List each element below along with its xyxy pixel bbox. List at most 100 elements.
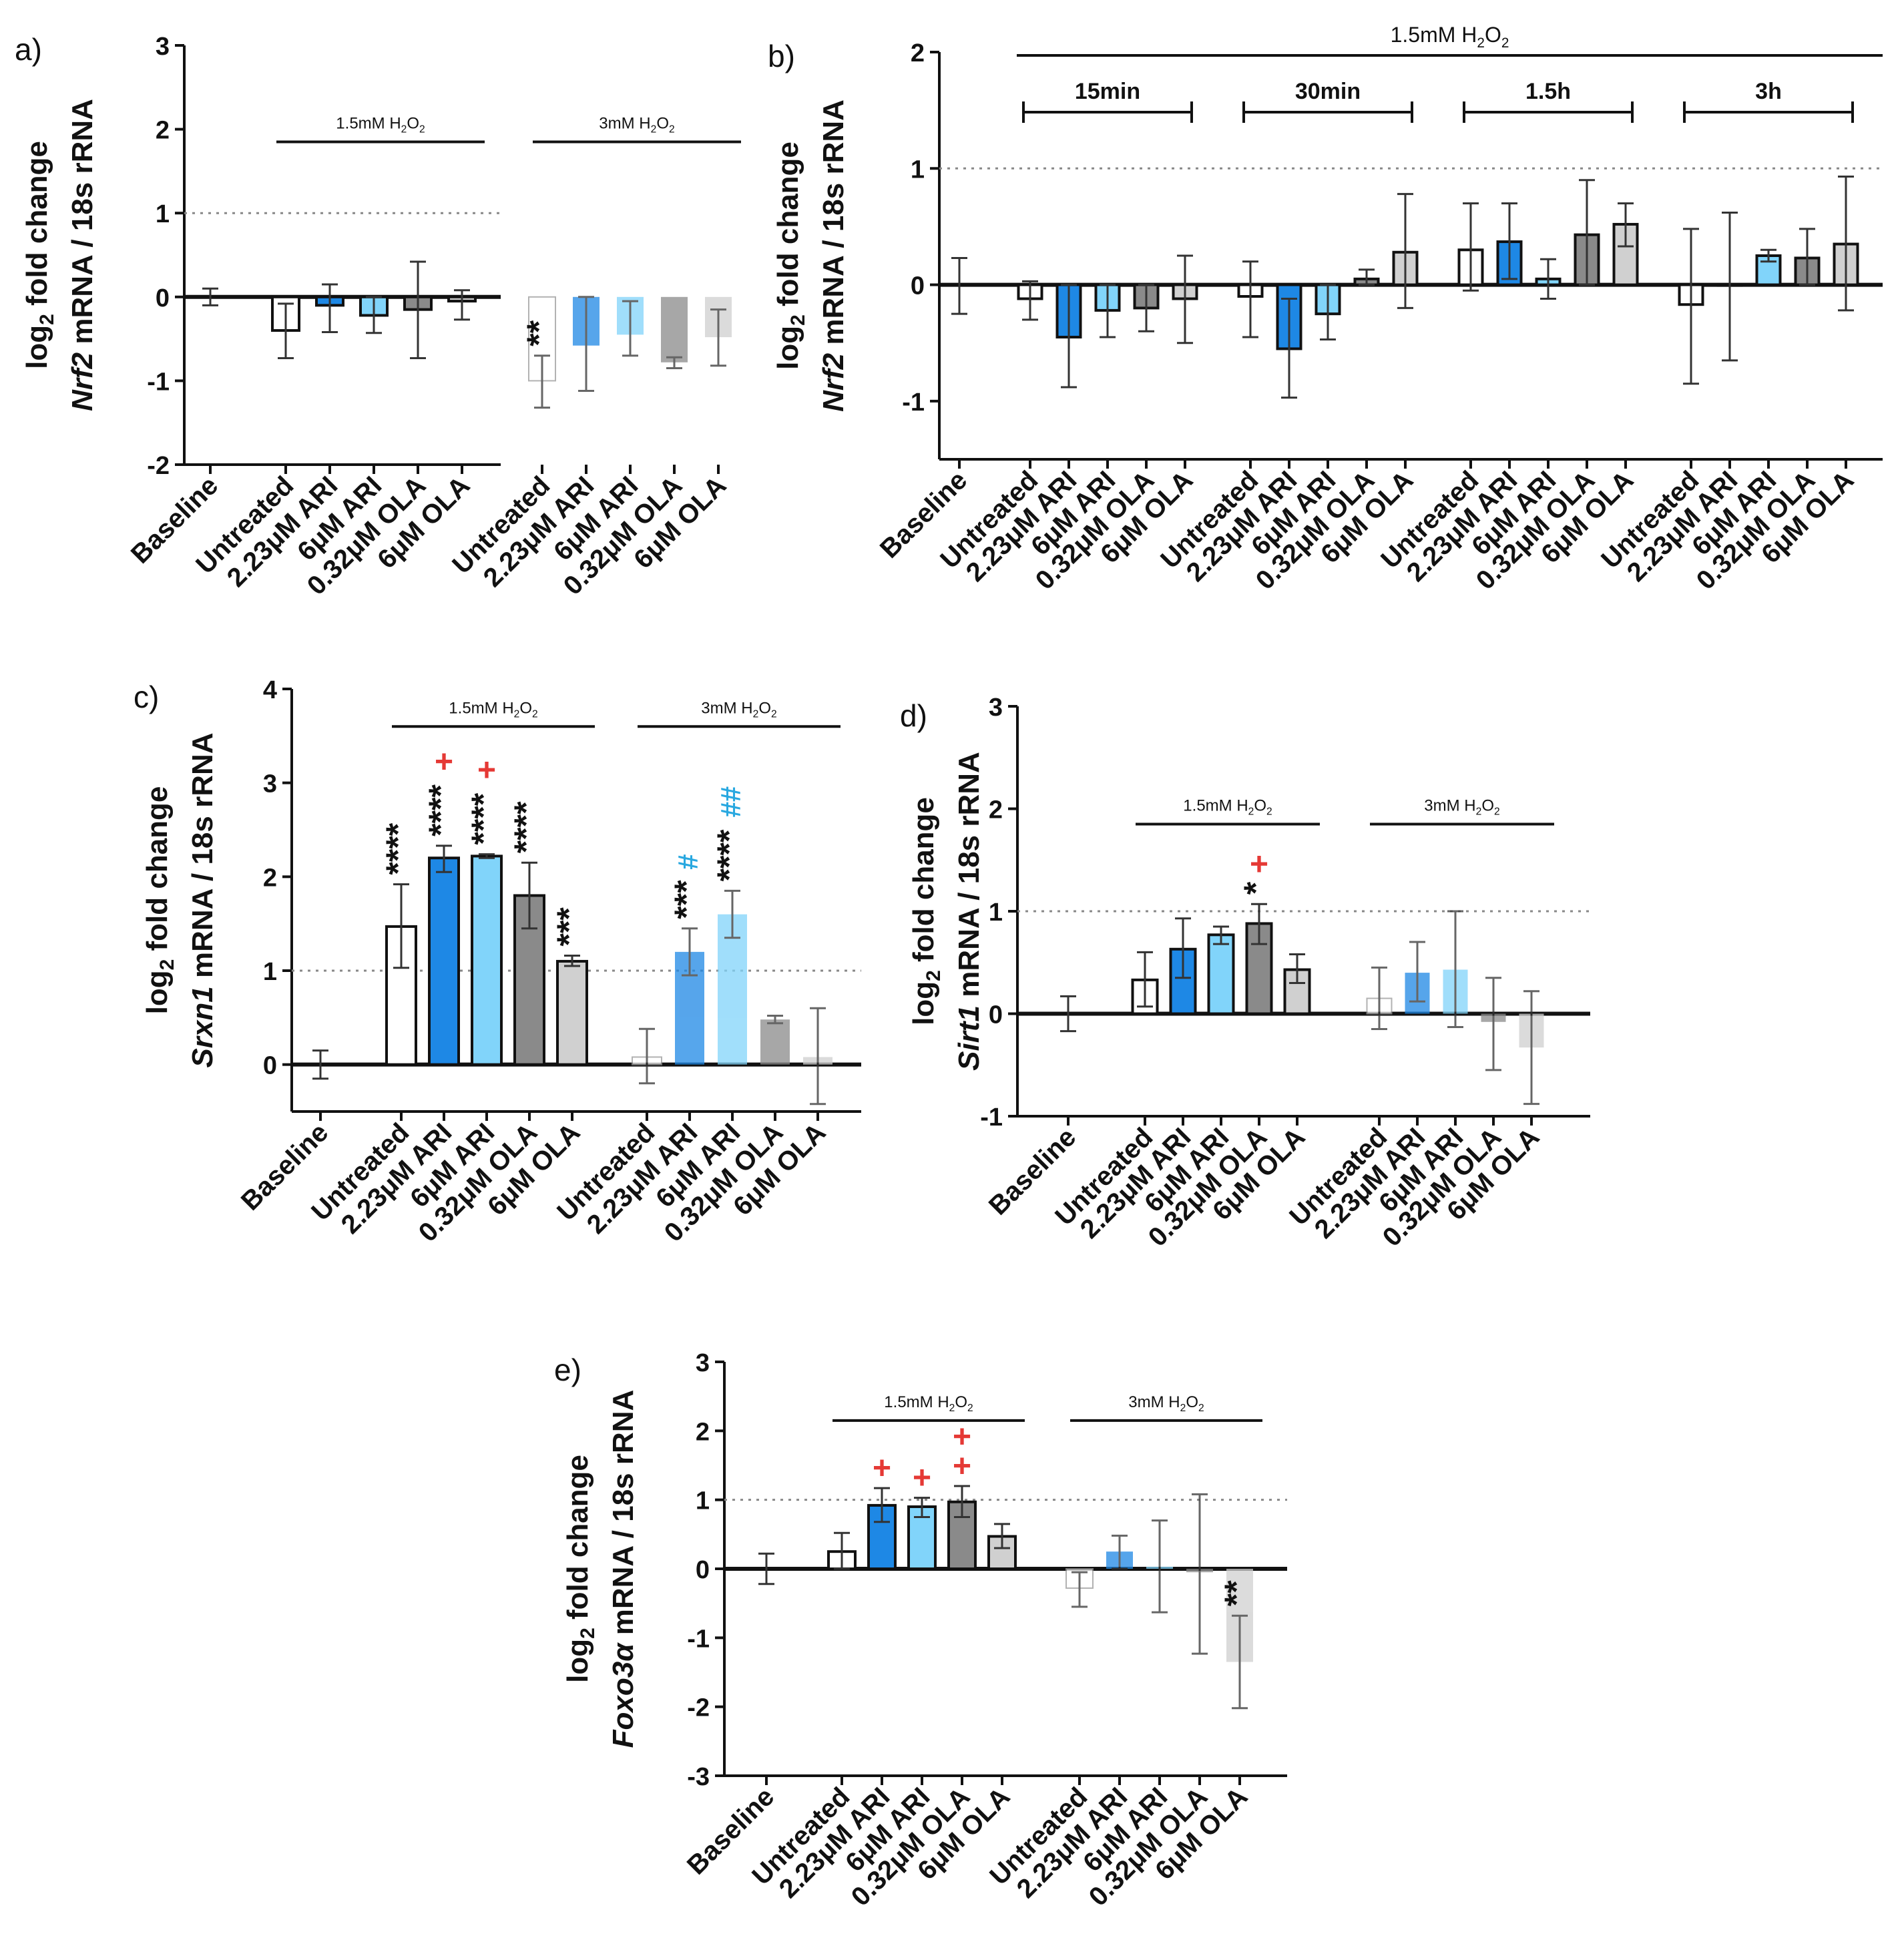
bar-10	[705, 296, 732, 367]
y-tick-label: 2	[156, 117, 170, 145]
group-label: 3h	[1755, 79, 1782, 104]
y-axis-label-bottom: Srxn1 mRNA / 18s rRNA	[186, 732, 219, 1067]
bar-1	[1131, 951, 1159, 1015]
bar-2	[867, 1487, 897, 1571]
bar-6	[1366, 966, 1393, 1031]
y-tick-label: 2	[911, 39, 925, 67]
bar-8	[718, 889, 747, 1065]
group-label: 3mM H2​O2​	[1128, 1393, 1204, 1414]
y-tick-label: 3	[156, 33, 170, 61]
bar-9	[1481, 977, 1506, 1071]
bar-19	[1794, 228, 1821, 286]
bar-5	[1283, 953, 1311, 1015]
bar-7	[1276, 283, 1302, 399]
sig-marker: ****	[379, 822, 417, 875]
bar-8	[1443, 910, 1468, 1028]
bar-10	[1519, 990, 1544, 1106]
panel-label: a)	[15, 32, 42, 67]
bar-6	[1065, 1568, 1094, 1608]
bar-3	[1207, 925, 1235, 1015]
y-tick-label: 1	[696, 1487, 710, 1515]
y-tick-label: 1	[911, 156, 925, 184]
bar-4	[403, 260, 433, 359]
bar-5	[447, 289, 477, 321]
sig-marker: +	[477, 753, 496, 788]
bar-4	[1133, 283, 1160, 332]
group-label: 1.5mM H2​O2​	[1183, 797, 1272, 818]
sig-marker: ***	[550, 907, 587, 947]
y-tick-label: -1	[687, 1625, 710, 1653]
bar-7	[1405, 941, 1430, 1014]
bar-rect	[987, 1535, 1017, 1571]
group-label: 15min	[1075, 79, 1140, 104]
y-axis-label-bottom: Nrf2 mRNA / 18s rRNA	[817, 99, 850, 412]
bar-11	[1457, 202, 1484, 292]
group-bracket: 15min	[1022, 79, 1193, 123]
bar-8	[1315, 283, 1341, 340]
bar-2	[1169, 917, 1197, 1015]
bar-7	[573, 296, 600, 392]
group-label: 3mM H2​O2​	[1424, 797, 1499, 818]
bar-12	[1496, 202, 1523, 286]
bar-10	[1226, 1569, 1253, 1710]
y-tick-label: 1	[263, 958, 277, 986]
group-label: 1.5mM H2​O2​	[449, 699, 537, 720]
sig-marker: **	[1218, 1580, 1255, 1606]
bar-4	[947, 1485, 977, 1570]
sig-marker: +	[873, 1451, 891, 1486]
group-bracket: 1.5mM H2​O2​	[1136, 797, 1320, 826]
bar-15	[1612, 202, 1639, 286]
y-axis-label-bottom: Nrf2 mRNA / 18s rRNA	[66, 99, 99, 411]
bar-6	[632, 1027, 662, 1085]
y-tick-label: 4	[263, 676, 277, 704]
sig-marker: *	[1237, 881, 1274, 895]
y-tick-label: 0	[156, 284, 170, 312]
sig-marker: +	[953, 1449, 971, 1484]
bar-10	[803, 1007, 832, 1106]
y-tick-label: -2	[687, 1694, 710, 1722]
y-tick-label: 0	[696, 1556, 710, 1584]
group-bracket: 3mM H2​O2​	[533, 114, 741, 144]
y-axis-label-top: log2 fold change	[772, 142, 809, 370]
y-tick-label: 3	[989, 694, 1003, 722]
group-label: 1.5mM H2​O2​	[884, 1393, 973, 1414]
y-tick-label: -1	[980, 1104, 1003, 1132]
bar-10	[1392, 193, 1419, 309]
bar-1	[827, 1531, 857, 1571]
bar-0	[758, 1552, 774, 1585]
bar-rect	[1207, 933, 1235, 1015]
panel-label: c)	[134, 680, 159, 714]
bar-4	[1245, 903, 1273, 1015]
panel-label: b)	[768, 39, 795, 73]
bar-rect	[760, 1019, 790, 1065]
bar-9	[1186, 1493, 1213, 1655]
group-label: 3mM H2​O2​	[701, 699, 776, 720]
y-tick-label: 1	[156, 200, 170, 228]
group-bracket: 3mM H2​O2​	[638, 699, 841, 728]
panel-label: d)	[900, 698, 927, 733]
group-bracket: 1.5mM H2​O2​	[1017, 23, 1883, 57]
sig-marker: ****	[465, 792, 502, 844]
sig-marker: ****	[422, 784, 459, 836]
bar-3	[359, 295, 389, 334]
sig-marker: ##	[715, 786, 746, 818]
bar-rect	[718, 914, 747, 1065]
bar-18	[1755, 248, 1782, 286]
bar-6	[1237, 260, 1264, 338]
y-axis-label-top: log2 fold change	[141, 786, 178, 1015]
group-bracket: 3h	[1683, 79, 1854, 123]
sig-marker: **	[520, 320, 557, 346]
y-tick-label: 2	[696, 1418, 710, 1446]
panel-label: e)	[554, 1353, 581, 1387]
bar-2	[315, 283, 344, 334]
group-bracket: 3mM H2​O2​	[1070, 1393, 1262, 1422]
y-tick-label: 3	[263, 770, 277, 798]
sig-marker: ***	[668, 880, 705, 919]
bar-8	[617, 296, 644, 357]
group-bracket: 1.5mM H2​O2​	[832, 1393, 1025, 1422]
bar-5	[987, 1523, 1017, 1571]
y-tick-label: 2	[263, 864, 277, 892]
